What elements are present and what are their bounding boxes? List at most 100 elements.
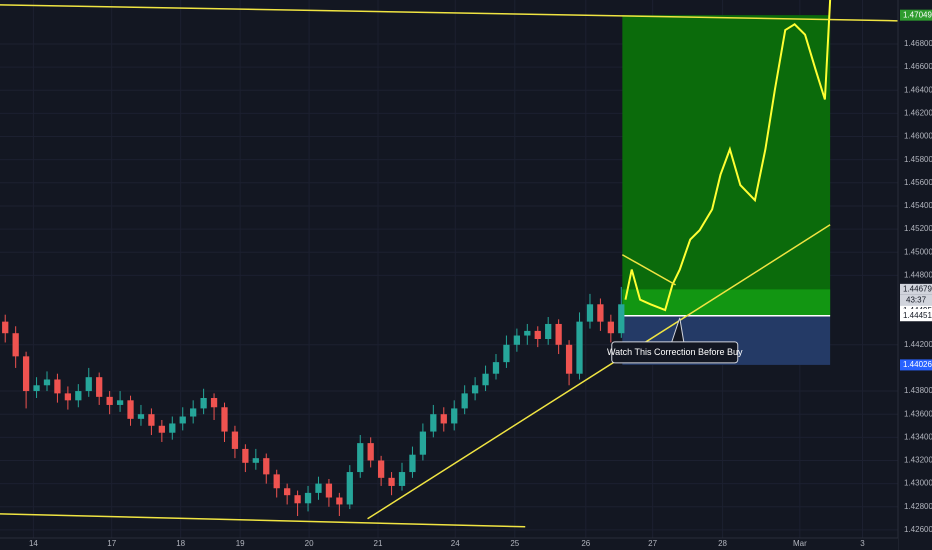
profit-zone [622, 15, 831, 316]
candle-body [377, 460, 385, 478]
candle-body [346, 472, 353, 505]
trendline [0, 4, 899, 22]
candle-body [263, 458, 270, 475]
x-tick-label: 14 [29, 539, 38, 548]
x-tick-label: 19 [236, 539, 245, 548]
candle-body [545, 323, 552, 339]
candle-body [409, 454, 416, 473]
y-tick-label: 1.42600 [904, 525, 932, 534]
candle-body [22, 356, 30, 392]
candle-body [304, 492, 312, 504]
candle-body [2, 321, 9, 334]
candle-body [273, 474, 280, 489]
x-tick-label: 24 [451, 539, 460, 548]
x-tick-label: 21 [374, 539, 383, 548]
candle-body [210, 398, 218, 408]
candle-body [54, 379, 61, 394]
x-tick-label: 3 [860, 539, 865, 548]
x-tick-label: 18 [176, 539, 185, 548]
candle-body [586, 304, 594, 322]
y-tick-label: 1.44800 [904, 270, 932, 279]
candle-body [357, 443, 364, 473]
candle-body [179, 416, 186, 424]
candle-body [106, 396, 113, 405]
candle-body [430, 414, 437, 432]
candle-body [492, 362, 500, 374]
y-tick-label: 1.45800 [904, 155, 932, 164]
candle-body [315, 483, 322, 493]
candle-body [33, 385, 40, 392]
price-tag [900, 9, 932, 21]
candle-body [513, 335, 521, 345]
y-tick-label: 1.46400 [904, 85, 932, 94]
y-tick-label: 1.43000 [904, 479, 932, 488]
candle-body [43, 379, 51, 386]
projection-line [624, 0, 832, 312]
candle-body [190, 408, 197, 417]
x-tick-label: 25 [510, 539, 519, 548]
countdown-tag [900, 294, 932, 306]
candle-body [75, 391, 82, 401]
price-tag [900, 310, 932, 322]
candle-body [116, 400, 124, 405]
y-tick-label: 1.45000 [904, 247, 932, 256]
candle-body [148, 414, 155, 426]
x-tick-label: 17 [107, 539, 116, 548]
trendline [367, 224, 831, 520]
candle-body [336, 497, 343, 505]
candle-body [96, 377, 103, 397]
profit-band [622, 289, 831, 316]
callout-text: Watch This Correction Before Buy [607, 347, 743, 357]
x-tick-label: 28 [718, 539, 727, 548]
time-axis [0, 538, 898, 550]
y-tick-label: 1.43400 [904, 432, 932, 441]
price-tag-label: 1.47049 [903, 10, 932, 19]
candle-body [503, 344, 510, 363]
candle-body [471, 385, 479, 394]
candle-body [576, 321, 583, 374]
candle-body [85, 377, 92, 392]
candle-body [242, 448, 249, 463]
candle-body [169, 423, 176, 433]
candle-body [294, 495, 301, 504]
y-tick-label: 1.43600 [904, 409, 932, 418]
candle-body [231, 431, 239, 449]
price-tag-label: 1.44451 [903, 311, 932, 320]
candle-body [127, 400, 134, 419]
candle-body [12, 333, 19, 357]
countdown-label: 43:37 [906, 295, 927, 304]
candle-body [64, 393, 72, 401]
price-tag-label: 1.44679 [903, 284, 932, 293]
callout-pointer [671, 317, 685, 343]
trendline [621, 254, 676, 286]
y-tick-label: 1.45200 [904, 224, 932, 233]
price-tag [900, 283, 932, 295]
y-tick-label: 1.46000 [904, 132, 932, 141]
candle-body [524, 330, 531, 336]
candle-body [451, 408, 458, 424]
y-tick-label: 1.44200 [904, 340, 932, 349]
candle-body [252, 458, 259, 463]
candle-body [565, 344, 573, 374]
price-tag [900, 359, 932, 371]
y-tick-label: 1.45400 [904, 201, 932, 210]
candle-body [325, 483, 333, 498]
x-tick-label: 27 [648, 539, 657, 548]
trendline [0, 513, 526, 528]
candle-body [618, 304, 625, 334]
candle-body [367, 443, 374, 461]
candle-body [200, 398, 207, 409]
candle-body [388, 477, 395, 486]
x-tick-label: Mar [793, 539, 807, 548]
y-tick-label: 1.42800 [904, 502, 932, 511]
price-axis [898, 0, 932, 550]
candle-body [284, 488, 291, 496]
y-tick-label: 1.43800 [904, 386, 932, 395]
callout-box [611, 341, 739, 364]
candle-body [461, 393, 468, 409]
y-tick-label: 1.46200 [904, 108, 932, 117]
candle-body [419, 431, 427, 455]
x-tick-label: 26 [581, 539, 590, 548]
candle-body [597, 304, 604, 322]
